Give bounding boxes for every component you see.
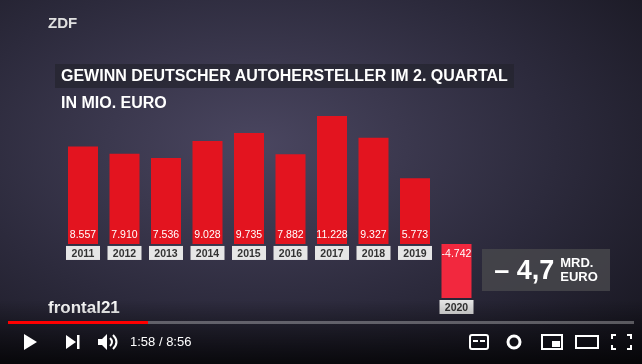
svg-text:7.910: 7.910 [111, 228, 137, 240]
svg-text:11.228: 11.228 [316, 228, 347, 240]
svg-text:2016: 2016 [279, 247, 303, 259]
html-text:IN MIO. EURO: IN MIO. EURO [61, 94, 167, 111]
svg-text:2013: 2013 [154, 247, 178, 259]
svg-text:-4.742: -4.742 [442, 247, 472, 259]
html-text:MRD.: MRD. [560, 255, 594, 270]
svg-text:9.028: 9.028 [194, 228, 220, 240]
html-text:ZDF: ZDF [48, 14, 78, 31]
svg-text:2012: 2012 [113, 247, 137, 259]
svg-text:9.327: 9.327 [360, 228, 386, 240]
svg-text:2017: 2017 [320, 247, 344, 259]
svg-text:7.882: 7.882 [277, 228, 303, 240]
svg-text:2014: 2014 [196, 247, 220, 259]
html-text:EURO: EURO [560, 269, 598, 284]
svg-text:7.536: 7.536 [153, 228, 179, 240]
svg-text:5.773: 5.773 [402, 228, 428, 240]
svg-text:2015: 2015 [237, 247, 261, 259]
svg-text:9.735: 9.735 [236, 228, 262, 240]
svg-text:2018: 2018 [362, 247, 386, 259]
html-text:frontal21: frontal21 [48, 298, 120, 317]
svg-text:2019: 2019 [403, 247, 427, 259]
svg-text:8.557: 8.557 [70, 228, 96, 240]
html-text:1:58 / 8:56: 1:58 / 8:56 [130, 334, 192, 349]
html-text:GEWINN DEUTSCHER AUTOHERSTELLE: GEWINN DEUTSCHER AUTOHERSTELLER IM 2. QU… [61, 67, 508, 84]
html-text:– 4,7: – 4,7 [494, 254, 555, 285]
svg-text:2011: 2011 [72, 247, 95, 259]
